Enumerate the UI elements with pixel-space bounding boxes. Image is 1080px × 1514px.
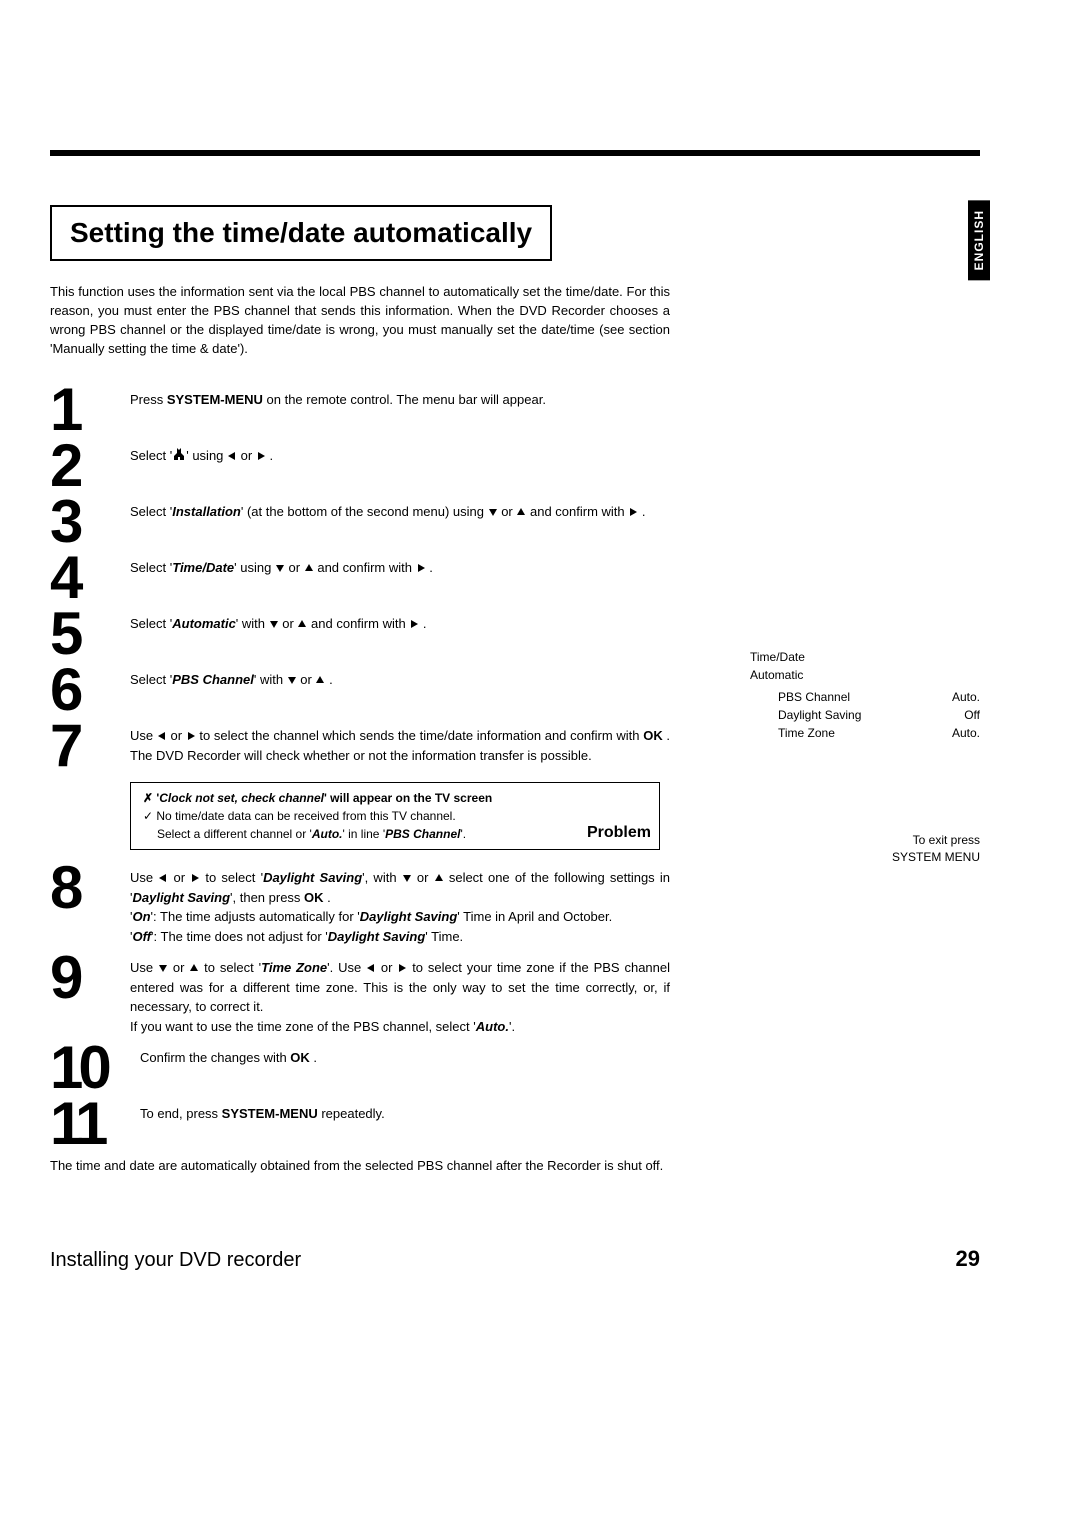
osd-label: PBS Channel (778, 688, 850, 706)
up-arrow-icon (297, 619, 307, 629)
down-arrow-icon (402, 873, 412, 883)
down-arrow-icon (488, 507, 498, 517)
down-arrow-icon (275, 563, 285, 573)
section-title-box: Setting the time/date automatically (50, 205, 552, 261)
step-2: 2 Select '' using or . (50, 442, 670, 490)
page-number: 29 (956, 1246, 980, 1272)
right-arrow-icon (416, 563, 426, 573)
wrench-icon (172, 447, 186, 461)
step-text: Select '' using or . (130, 442, 670, 466)
problem-line: ✗ 'Clock not set, check channel' will ap… (143, 789, 647, 807)
step-number: 10 (50, 1044, 140, 1092)
step-text: Use or to select 'Time Zone'. Use or to … (130, 954, 670, 1036)
problem-line: Select a different channel or 'Auto.' in… (143, 825, 647, 843)
down-arrow-icon (158, 963, 168, 973)
step-6: 6 Select 'PBS Channel' with or . (50, 666, 670, 714)
footer-note: The time and date are automatically obta… (50, 1156, 670, 1176)
problem-box: ✗ 'Clock not set, check channel' will ap… (130, 782, 660, 850)
osd-title: Time/Date (750, 648, 980, 666)
section-title: Setting the time/date automatically (70, 217, 532, 249)
right-arrow-icon (397, 963, 407, 973)
right-arrow-icon (256, 451, 266, 461)
language-tab: ENGLISH (968, 200, 990, 280)
step-number: 8 (50, 864, 130, 912)
up-arrow-icon (189, 963, 199, 973)
right-arrow-icon (190, 873, 200, 883)
down-arrow-icon (269, 619, 279, 629)
up-arrow-icon (304, 563, 314, 573)
osd-exit: To exit press SYSTEM MENU (750, 832, 980, 866)
osd-exit-line: SYSTEM MENU (750, 849, 980, 866)
step-text: To end, press SYSTEM-MENU repeatedly. (140, 1100, 670, 1124)
footer-chapter: Installing your DVD recorder (50, 1249, 301, 1272)
step-number: 9 (50, 954, 130, 1002)
osd-label: Daylight Saving (778, 706, 861, 724)
page-footer: Installing your DVD recorder 29 (50, 1246, 980, 1272)
osd-exit-line: To exit press (750, 832, 980, 849)
step-number: 4 (50, 554, 130, 602)
osd-row: Time Zone Auto. (778, 724, 980, 742)
left-arrow-icon (366, 963, 376, 973)
problem-line: ✓ No time/date data can be received from… (143, 807, 647, 825)
osd-value: Off (964, 706, 980, 724)
step-text: Press SYSTEM-MENU on the remote control.… (130, 386, 670, 410)
intro-text: This function uses the information sent … (50, 283, 670, 358)
up-arrow-icon (434, 873, 444, 883)
step-text: Confirm the changes with OK . (140, 1044, 670, 1068)
step-9: 9 Use or to select 'Time Zone'. Use or t… (50, 954, 670, 1036)
osd-value: Auto. (952, 688, 980, 706)
right-arrow-icon (628, 507, 638, 517)
osd-panel: Time/Date Automatic PBS Channel Auto. Day… (750, 648, 980, 866)
step-7: 7 Use or to select the channel which sen… (50, 722, 670, 770)
top-rule (50, 150, 980, 156)
osd-mode: Automatic (750, 666, 980, 684)
step-3: 3 Select 'Installation' (at the bottom o… (50, 498, 670, 546)
up-arrow-icon (516, 507, 526, 517)
step-number: 11 (50, 1100, 140, 1148)
osd-value: Auto. (952, 724, 980, 742)
step-text: Select 'PBS Channel' with or . (130, 666, 670, 690)
up-arrow-icon (315, 675, 325, 685)
steps-list: 1 Press SYSTEM-MENU on the remote contro… (50, 386, 670, 1148)
step-number: 6 (50, 666, 130, 714)
step-1: 1 Press SYSTEM-MENU on the remote contro… (50, 386, 670, 434)
osd-row: PBS Channel Auto. (778, 688, 980, 706)
down-arrow-icon (287, 675, 297, 685)
step-text: Use or to select 'Daylight Saving', with… (130, 864, 670, 946)
step-number: 1 (50, 386, 130, 434)
problem-label: Problem (587, 821, 651, 845)
step-number: 2 (50, 442, 130, 490)
osd-row: Daylight Saving Off (778, 706, 980, 724)
right-arrow-icon (186, 731, 196, 741)
osd-label: Time Zone (778, 724, 835, 742)
step-number: 7 (50, 722, 130, 770)
left-arrow-icon (227, 451, 237, 461)
step-number: 5 (50, 610, 130, 658)
step-text: Use or to select the channel which sends… (130, 722, 670, 765)
step-11: 11 To end, press SYSTEM-MENU repeatedly. (50, 1100, 670, 1148)
left-arrow-icon (158, 873, 168, 883)
step-5: 5 Select 'Automatic' with or and confirm… (50, 610, 670, 658)
left-arrow-icon (157, 731, 167, 741)
step-10: 10 Confirm the changes with OK . (50, 1044, 670, 1092)
step-text: Select 'Time/Date' using or and confirm … (130, 554, 670, 578)
step-4: 4 Select 'Time/Date' using or and confir… (50, 554, 670, 602)
step-text: Select 'Automatic' with or and confirm w… (130, 610, 670, 634)
step-8: 8 Use or to select 'Daylight Saving', wi… (50, 864, 670, 946)
osd-rows: PBS Channel Auto. Daylight Saving Off Time… (750, 688, 980, 742)
step-number: 3 (50, 498, 130, 546)
right-arrow-icon (409, 619, 419, 629)
step-text: Select 'Installation' (at the bottom of … (130, 498, 670, 522)
